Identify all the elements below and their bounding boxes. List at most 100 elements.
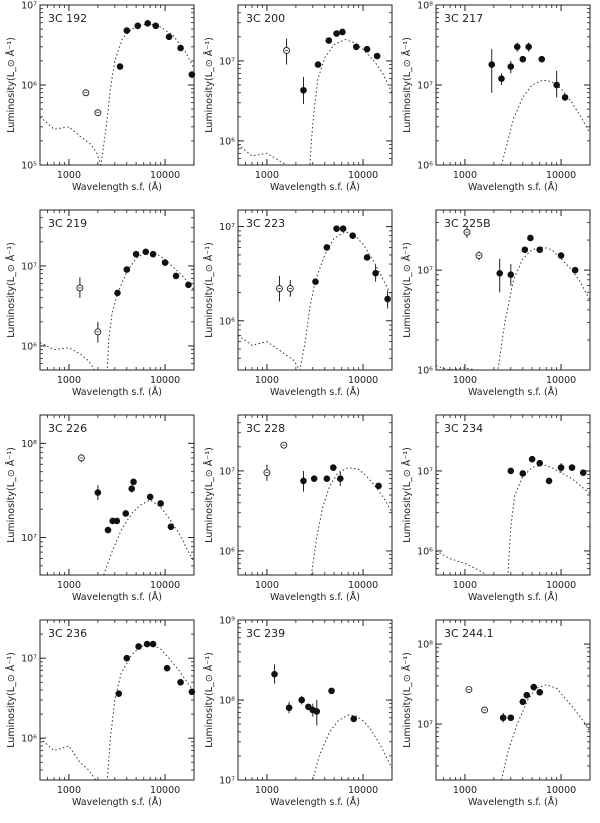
chart-panel: 1000 10000 10⁶ 10⁷ Wavelength s.f. (Å) Lumino… <box>5 209 195 398</box>
plot-frame <box>237 209 393 371</box>
data-point-filled <box>130 478 137 486</box>
y-axis-label: Luminosity(L_⊙ Å⁻¹) <box>5 652 17 748</box>
y-tick-label: 10⁷ <box>21 1 37 12</box>
panel-title: 3C 225B <box>444 217 491 230</box>
data-point-filled <box>363 45 371 53</box>
data-point-filled <box>350 715 358 723</box>
data-point-filled <box>538 55 546 63</box>
y-tick-label: 10⁹ <box>219 616 235 627</box>
data-point-filled <box>314 61 322 68</box>
x-axis-label: Wavelength s.f. (Å) <box>270 796 360 808</box>
x-axis-label: Wavelength s.f. (Å) <box>72 386 162 398</box>
data-point-filled <box>328 687 335 695</box>
data-point-filled <box>146 493 154 501</box>
y-axis-label: Luminosity(L_⊙ Å⁻¹) <box>5 242 17 338</box>
y-axis-label: Luminosity(L_⊙ Å⁻¹) <box>5 447 17 543</box>
panel-title: 3C 200 <box>246 12 285 25</box>
x-tick-label: 10000 <box>546 785 576 796</box>
chart-panel: 1000 10000 10⁶ 10⁷ Wavelength s.f. (Å) Lumino… <box>5 619 196 808</box>
data-point-filled <box>521 246 529 254</box>
x-tick-label: 10000 <box>150 170 180 181</box>
y-axis-label: Luminosity(L_⊙ Å⁻¹) <box>401 447 413 543</box>
x-tick-label: 10000 <box>150 375 180 386</box>
data-point-filled <box>161 259 169 266</box>
model-curve <box>40 23 194 165</box>
y-tick-label: 10⁷ <box>417 720 433 731</box>
data-point-filled <box>312 278 319 285</box>
data-point-filled <box>488 61 496 68</box>
x-tick-label: 1000 <box>453 170 477 181</box>
plot-frame <box>237 619 393 781</box>
y-tick-label: 10⁷ <box>417 81 433 92</box>
x-tick-label: 10000 <box>546 375 576 386</box>
x-tick-label: 10000 <box>348 170 378 181</box>
y-axis-label: Luminosity(L_⊙ Å⁻¹) <box>203 652 215 748</box>
panel-title: 3C 244.1 <box>444 627 494 640</box>
data-point-filled <box>507 63 515 70</box>
data-point-filled <box>536 688 544 696</box>
data-point-filled <box>128 485 136 492</box>
panel-title: 3C 226 <box>48 422 87 435</box>
data-point-filled <box>313 708 321 715</box>
y-axis-label: Luminosity(L_⊙ Å⁻¹) <box>203 37 215 133</box>
data-point-filled <box>177 44 184 52</box>
model-curve <box>103 499 194 575</box>
y-tick-label: 10⁶ <box>417 161 433 172</box>
panel-title: 3C 234 <box>444 422 483 435</box>
data-point-filled <box>142 248 150 256</box>
chart-panel: 1000 10000 10⁵ 10⁶ 10⁷ Wavelength s.f. (Å) Lum… <box>5 1 196 193</box>
data-point-filled <box>323 244 331 251</box>
data-point-filled <box>571 266 579 274</box>
model-curve <box>310 467 392 575</box>
plot-frame <box>39 619 195 781</box>
data-point-filled <box>115 690 123 697</box>
chart-panel: 1000 10000 10⁶ 10⁷ Wavelength s.f. (Å) Lumino… <box>203 414 393 603</box>
data-point-filled <box>553 81 560 89</box>
y-axis-label: Luminosity(L_⊙ Å⁻¹) <box>203 447 215 543</box>
data-point-filled <box>373 52 381 60</box>
x-axis-label: Wavelength s.f. (Å) <box>72 181 162 193</box>
y-tick-label: 10⁶ <box>21 734 37 745</box>
y-tick-label: 10⁸ <box>21 439 37 450</box>
x-tick-label: 1000 <box>255 375 279 386</box>
x-tick-label: 10000 <box>546 170 576 181</box>
y-tick-label: 10⁷ <box>417 266 433 277</box>
data-point-filled <box>530 683 538 691</box>
data-point-filled <box>132 250 140 258</box>
model-curve <box>436 246 590 370</box>
panel-title: 3C 219 <box>48 217 87 230</box>
model-curve <box>501 79 590 165</box>
y-tick-label: 10⁷ <box>21 533 37 544</box>
data-point-filled <box>519 470 527 477</box>
data-point-filled <box>507 467 515 475</box>
data-point-filled <box>325 37 333 44</box>
y-tick-label: 10⁸ <box>219 696 235 707</box>
data-point-filled <box>298 696 306 704</box>
data-point-filled <box>114 289 121 297</box>
data-point-filled <box>519 55 527 63</box>
x-axis-label: Wavelength s.f. (Å) <box>72 591 162 603</box>
data-point-filled <box>123 27 131 34</box>
y-tick-label: 10⁶ <box>21 81 37 92</box>
data-point-filled <box>525 43 532 51</box>
data-point-filled <box>188 71 196 78</box>
data-point-filled <box>123 654 131 662</box>
model-curve <box>40 643 194 780</box>
data-point-filled <box>557 252 565 259</box>
data-point-filled <box>498 75 505 82</box>
data-point-filled <box>185 281 192 289</box>
data-point-filled <box>157 500 164 507</box>
chart-panel: 1000 10000 10⁶ 10⁷ Wavelength s.f. (Å) Lumino… <box>203 4 393 193</box>
y-axis-label: Luminosity(L_⊙ Å⁻¹) <box>203 242 215 338</box>
data-point-filled <box>507 714 515 722</box>
y-tick-label: 10⁷ <box>219 56 235 67</box>
x-tick-label: 1000 <box>57 375 81 386</box>
data-point-filled <box>285 704 293 712</box>
y-axis-label: Luminosity(L_⊙ Å⁻¹) <box>5 37 17 133</box>
data-point-filled <box>513 43 521 51</box>
x-tick-label: 1000 <box>57 170 81 181</box>
x-axis-label: Wavelength s.f. (Å) <box>270 591 360 603</box>
y-tick-label: 10⁷ <box>219 776 235 787</box>
plot-frame <box>435 209 591 371</box>
data-point-filled <box>122 510 130 517</box>
